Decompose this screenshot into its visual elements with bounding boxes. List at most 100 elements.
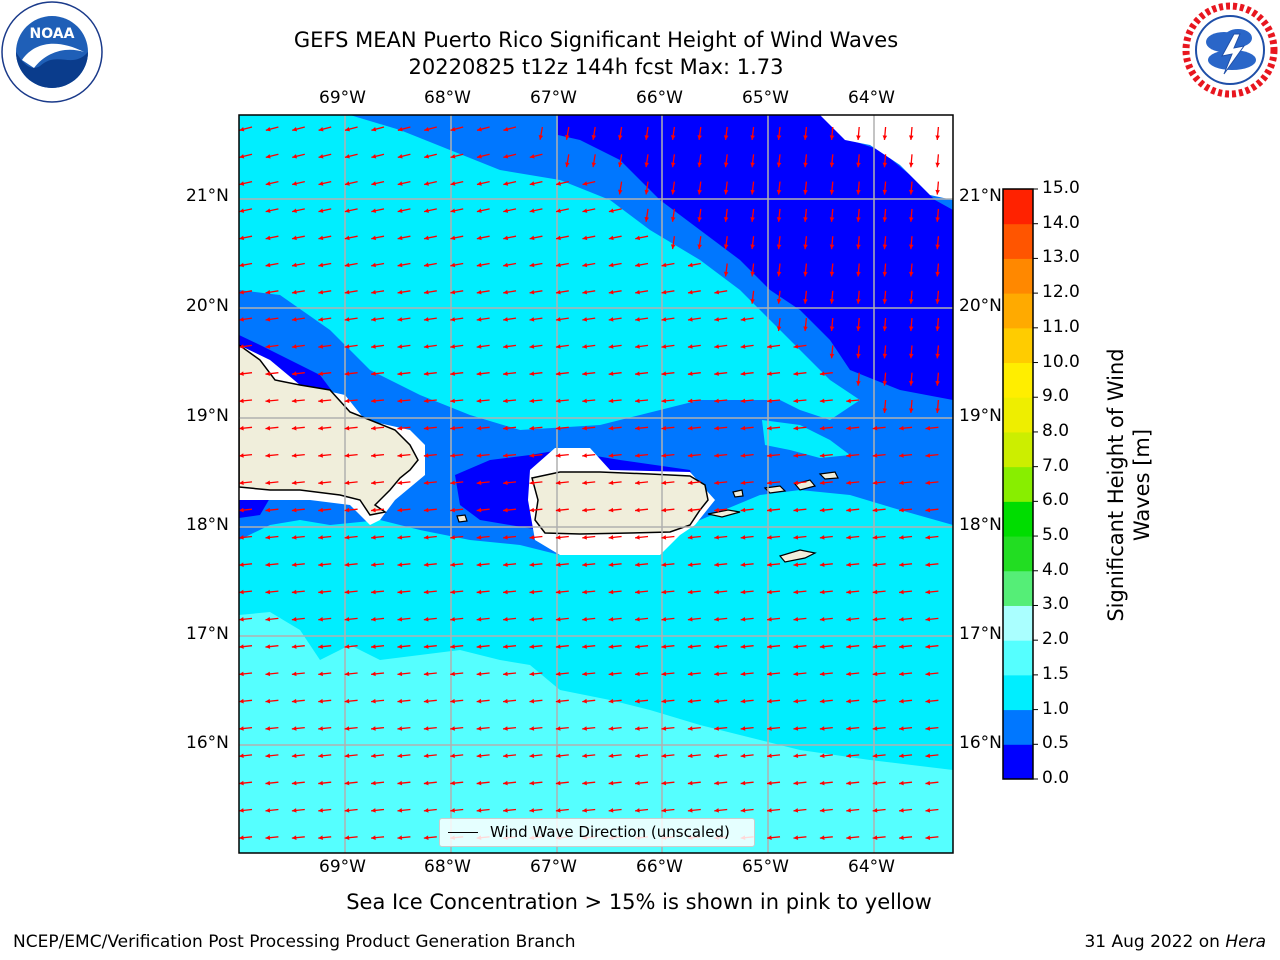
wind-vector-head: [397, 453, 403, 458]
wind-vector-head: [292, 154, 298, 159]
lon-label-top-65: 65°W: [742, 88, 789, 108]
wind-vector-head: [925, 617, 931, 622]
lat-label-right-21: 21°N: [959, 186, 1002, 206]
legend-line-icon: [448, 832, 478, 833]
wind-vector-head: [608, 398, 614, 404]
wind-vector-head: [819, 835, 825, 840]
wind-vector-head: [450, 262, 456, 268]
wind-vector-head: [371, 289, 376, 295]
wind-vector-head: [856, 162, 861, 168]
wind-vector-head: [608, 535, 614, 540]
lat-label-right-20: 20°N: [959, 296, 1002, 316]
wind-vector-head: [239, 808, 244, 813]
wind-vector-head: [635, 780, 640, 786]
wind-vector-head: [239, 154, 245, 159]
colorbar-tick-label: 0.5: [1042, 733, 1070, 754]
wind-vector-head: [423, 589, 429, 595]
wind-vector-head: [371, 617, 376, 622]
wind-vector-head: [555, 425, 561, 431]
wind-vector-head: [608, 480, 614, 486]
wind-vector-head: [371, 262, 376, 268]
wind-vector-head: [503, 208, 509, 213]
wind-vector-head: [829, 189, 835, 195]
wind-vector-head: [793, 562, 799, 567]
wind-vector-head: [344, 480, 350, 486]
wind-vector-head: [503, 126, 509, 132]
noaa-logo-icon: NOAA: [1, 1, 103, 103]
wind-vector-head: [793, 344, 799, 349]
wind-vector-head: [291, 453, 297, 458]
wind-vector-head: [687, 726, 693, 731]
wind-vector-head: [793, 371, 799, 376]
wind-vector-head: [882, 244, 888, 250]
wind-vector-head: [793, 535, 799, 540]
wind-vector-head: [397, 644, 403, 649]
wind-vector-head: [608, 262, 614, 268]
colorbar-tick-label: 7.0: [1042, 455, 1070, 476]
colorbar: [1002, 188, 1038, 780]
wind-vector-head: [450, 671, 455, 677]
wind-vector-head: [608, 780, 614, 786]
wind-vector-head: [882, 271, 888, 277]
wind-vector-head: [856, 326, 861, 332]
wind-vector-head: [661, 398, 667, 404]
colorbar-tick-label: 15.0: [1042, 178, 1080, 198]
wind-vector-head: [344, 698, 350, 704]
wind-vector-head: [582, 617, 587, 622]
wind-vector-head: [882, 162, 888, 168]
wind-vector-head: [644, 189, 649, 195]
lon-label-top-69: 69°W: [319, 88, 366, 108]
wind-vector-head: [450, 453, 455, 458]
colorbar-bin: [1003, 640, 1033, 676]
wind-vector-head: [582, 562, 587, 567]
wind-vector-head: [767, 507, 772, 513]
wind-vector-head: [872, 453, 878, 458]
wind-vector-head: [767, 698, 772, 704]
wind-vector-head: [856, 299, 861, 304]
wind-vector-head: [776, 217, 782, 222]
wind-vector-head: [750, 217, 755, 222]
wind-vector-head: [344, 671, 350, 677]
wind-vector-head: [291, 671, 297, 677]
wind-vector-head: [793, 453, 799, 458]
wind-vector-head: [899, 698, 904, 704]
wind-vector-head: [661, 371, 667, 376]
wind-vector-head: [935, 299, 940, 304]
wind-vector-head: [318, 617, 323, 622]
wind-vector-head: [819, 398, 825, 404]
wind-vector-head: [424, 154, 430, 159]
wind-vector-head: [239, 726, 244, 731]
wind-vector-head: [555, 780, 561, 786]
wind-vector-head: [538, 135, 544, 140]
wind-vector-head: [503, 780, 508, 786]
wind-vector-head: [935, 326, 940, 332]
wind-vector-head: [687, 617, 693, 622]
wind-vector-head: [750, 244, 755, 250]
wind-vector-head: [819, 425, 825, 431]
wind-vector-head: [767, 753, 772, 759]
wind-vector-head: [793, 398, 799, 404]
wind-vector-head: [265, 453, 271, 458]
wind-vector-head: [740, 453, 746, 458]
wind-vector-head: [555, 644, 561, 649]
wind-vector-head: [344, 317, 350, 322]
lon-label-bottom-66: 66°W: [636, 857, 683, 877]
wind-vector-head: [450, 235, 456, 241]
wind-vector-head: [819, 617, 825, 622]
wind-vector-head: [803, 135, 808, 140]
wind-vector-head: [935, 217, 940, 222]
wind-vector-head: [740, 726, 746, 731]
wind-vector-head: [582, 507, 587, 513]
wind-vector-head: [846, 562, 851, 567]
wind-vector-head: [476, 617, 482, 622]
wave-band-pale: [239, 612, 953, 853]
wind-vector-head: [793, 507, 799, 513]
wind-vector-head: [793, 671, 799, 677]
wind-vector-head: [714, 589, 719, 595]
wind-vector-head: [450, 126, 456, 132]
wind-vector-head: [291, 644, 297, 649]
wind-vector-head: [476, 698, 482, 704]
wind-vector-head: [661, 780, 667, 786]
wind-vector-head: [882, 326, 888, 332]
wind-vector-head: [239, 617, 244, 622]
